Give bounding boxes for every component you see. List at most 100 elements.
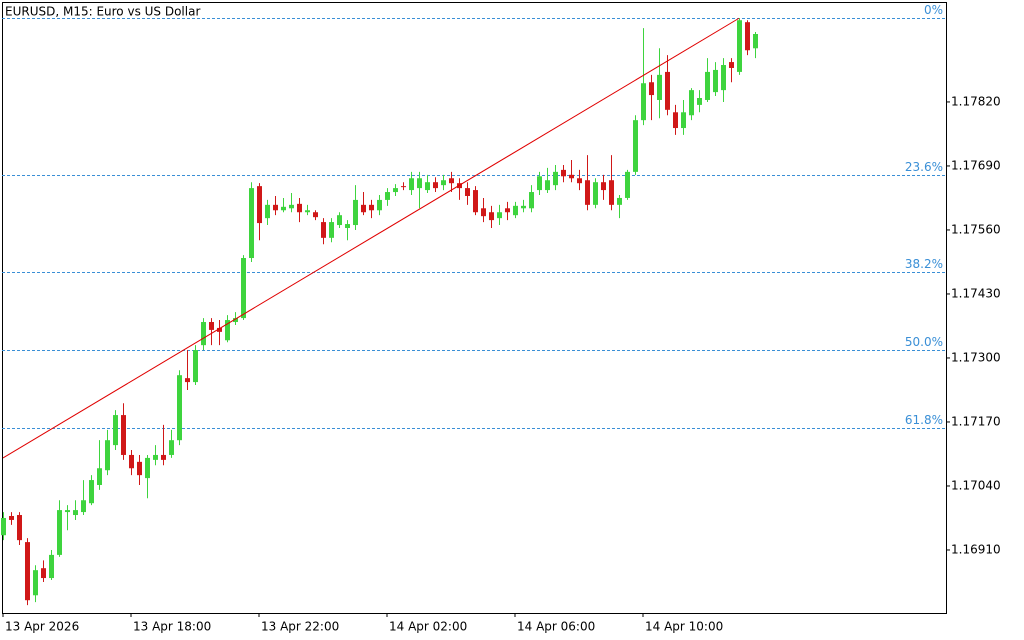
candle-body [417,178,422,189]
x-tick-label: 14 Apr 06:00 [517,620,595,634]
candle-body [257,186,262,224]
candle-body [609,180,614,205]
candle-body [585,180,590,205]
candle-body [289,204,294,209]
candle-body [265,204,270,219]
candle-body [681,112,686,129]
candle-body [17,515,22,541]
candle-body [9,516,14,520]
candle-body [433,182,438,189]
candle-body [369,204,374,211]
candle-body [449,178,454,184]
candle-body [553,171,558,186]
candle-body [641,83,646,121]
candle-body [529,192,534,209]
candle-body [745,22,750,51]
candle-body [65,510,70,513]
candle-body [377,199,382,211]
candle-body [1,517,6,536]
candle-body [225,320,230,341]
candle-body [617,197,622,205]
trend-line [2,17,740,459]
fib-label: 50.0% [905,335,943,349]
chart-title: EURUSD, M15: Euro vs US Dollar [5,5,200,19]
candle-body [241,258,246,319]
candle-body [97,468,102,485]
fib-label: 38.2% [905,257,943,271]
candle-body [321,222,326,238]
candle-body [409,178,414,191]
plot-frame [2,2,947,614]
candle-body [633,120,638,172]
candle-body [697,98,702,105]
y-tick-label: 1.17430 [951,286,1001,300]
candle-body [705,71,710,100]
candle-body [201,322,206,346]
candle-body [729,62,734,68]
candle-body [561,169,566,177]
candle-body [329,222,334,238]
candle-body [521,205,526,209]
axes-layer: 1.16910 1.17040 1.17170 1.17300 1.17430 1.175… [2,94,1001,634]
candle-body [441,180,446,186]
candle-body [233,318,238,323]
candle-body [665,71,670,110]
candle-body [281,206,286,211]
candle-body [657,74,662,100]
candle-body [361,204,366,213]
candle-body [313,212,318,218]
candle-body [673,112,678,129]
candle-body [489,212,494,221]
candle-body [753,34,758,49]
candle-body [249,188,254,259]
candle-body [577,178,582,184]
fib-label: 0% [924,3,943,17]
candle-body [497,212,502,219]
candle-body [121,415,126,455]
candle-body [713,69,718,93]
fib-label: 23.6% [905,160,943,174]
candle-body [25,542,30,601]
candle-body [401,186,406,188]
candle-body [337,215,342,226]
y-tick-label: 1.17300 [951,350,1001,364]
candle-body [481,208,486,217]
candle-body [185,378,190,383]
candle-body [649,82,654,96]
x-tick-label: 14 Apr 02:00 [389,620,467,634]
candle-body [689,90,694,116]
candle-body [217,327,222,332]
candle-body [145,457,150,479]
y-tick-label: 1.17040 [951,478,1001,492]
candle-body [545,180,550,191]
candle-body [73,510,78,516]
candle-body [737,20,742,72]
x-tick-label: 13 Apr 22:00 [261,620,339,634]
candle-body [49,554,54,579]
candle-body [593,182,598,205]
candle-body [137,461,142,476]
candle-body [569,174,574,179]
candle-body [89,480,94,504]
candle-body [537,176,542,191]
candle-body [505,208,510,213]
candle-body [177,375,182,441]
candle-body [129,454,134,469]
candles-layer [1,17,758,606]
x-tick-label: 14 Apr 10:00 [645,620,723,634]
fib-layer: 0% 23.6% 38.2% 50.0% 61.8% [2,3,946,429]
candle-body [305,210,310,213]
candle-body [393,188,398,193]
candle-body [57,510,62,555]
candle-body [33,570,38,596]
candle-body [105,440,110,471]
candle-body [625,171,630,198]
x-tick-label: 13 Apr 18:00 [133,620,211,634]
candle-body [161,454,166,460]
candle-body [81,500,86,513]
y-tick-label: 1.16910 [951,542,1001,556]
candle-body [345,224,350,228]
candle-body [209,322,214,330]
